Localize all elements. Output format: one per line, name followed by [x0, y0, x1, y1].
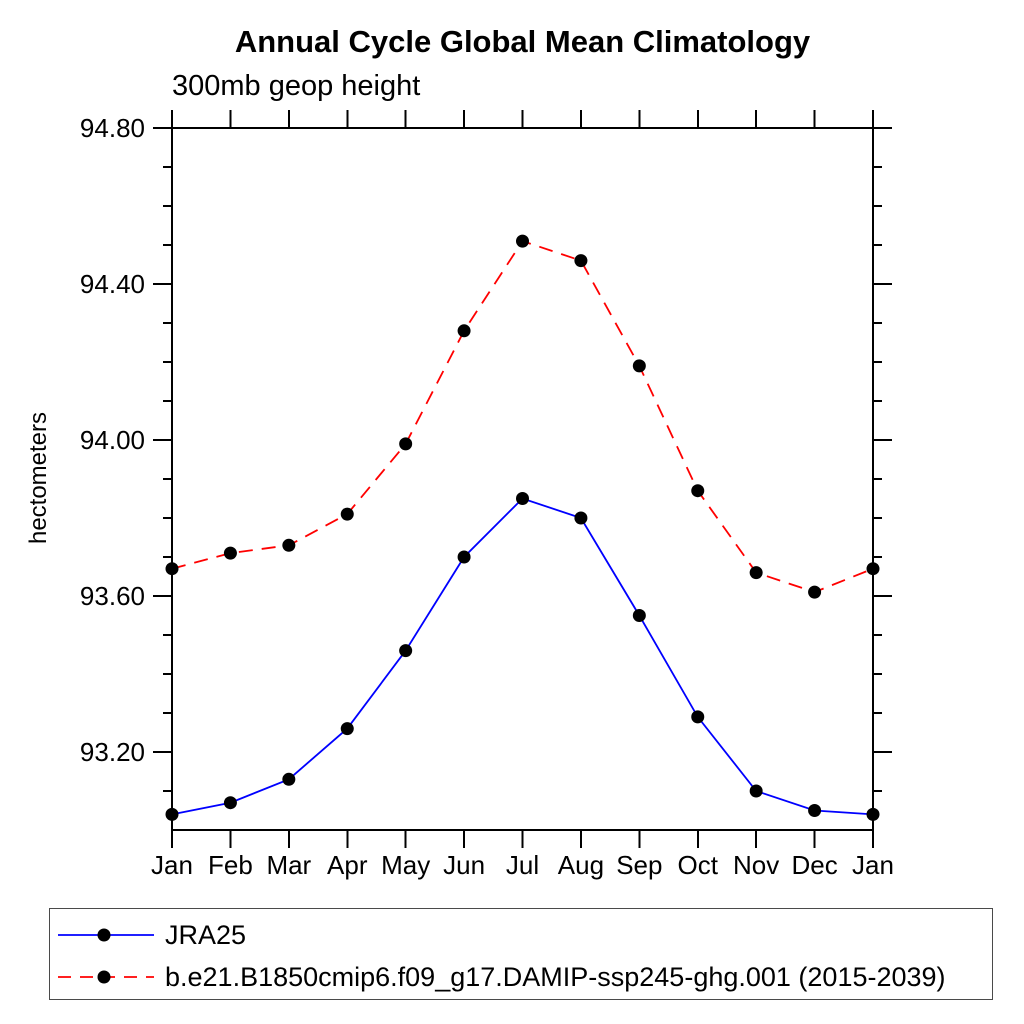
- data-point-model: [457, 324, 471, 338]
- y-tick-label: 93.60: [80, 581, 145, 611]
- data-point-model: [516, 234, 529, 248]
- data-point-model: [223, 546, 237, 560]
- data-point-jra25: [340, 722, 354, 736]
- series-line-model: [171, 240, 874, 594]
- legend-marker-jra25: [97, 928, 111, 942]
- x-tick-label: Jul: [506, 850, 539, 880]
- data-point-jra25: [574, 511, 588, 525]
- y-tick-label: 94.00: [80, 425, 145, 455]
- data-point-jra25: [223, 796, 237, 810]
- x-tick-label: Jun: [443, 850, 485, 880]
- data-point-model: [808, 585, 822, 599]
- data-point-model: [574, 254, 588, 268]
- x-tick-label: May: [381, 850, 430, 880]
- data-point-jra25: [516, 492, 529, 505]
- data-point-model: [866, 562, 880, 576]
- data-point-jra25: [866, 807, 880, 821]
- data-point-model: [399, 437, 413, 451]
- legend-line-sample-jra25: [58, 928, 154, 942]
- x-tick-label: Dec: [791, 850, 837, 880]
- legend-label-model: b.e21.B1850cmip6.f09_g17.DAMIP-ssp245-gh…: [165, 961, 946, 992]
- x-tick-label: Jan: [151, 850, 193, 880]
- data-point-jra25: [749, 784, 763, 798]
- y-tick-label: 94.80: [80, 113, 145, 143]
- data-point-model: [691, 484, 705, 498]
- legend-row-jra25: JRA25: [58, 919, 247, 950]
- x-tick-label: Feb: [208, 850, 253, 880]
- x-tick-label: Nov: [733, 850, 779, 880]
- data-point-model: [282, 538, 296, 552]
- plot-frame: [171, 127, 874, 831]
- chart-subtitle: 300mb geop height: [172, 70, 421, 102]
- data-point-jra25: [808, 804, 822, 817]
- page-title: Annual Cycle Global Mean Climatology: [234, 24, 811, 59]
- data-point-model: [340, 507, 354, 521]
- y-tick-label: 94.40: [80, 269, 145, 299]
- legend-line-sample-model: [58, 970, 154, 984]
- x-tick-label: Oct: [678, 850, 719, 880]
- x-tick-label: Apr: [327, 850, 368, 880]
- data-point-jra25: [457, 550, 471, 564]
- legend-label-jra25: JRA25: [165, 919, 247, 950]
- y-tick-label: 93.20: [80, 737, 145, 767]
- x-tick-label: Aug: [558, 850, 604, 880]
- data-point-model: [749, 566, 763, 580]
- x-tick-label: Sep: [616, 850, 662, 880]
- legend-row-model: b.e21.B1850cmip6.f09_g17.DAMIP-ssp245-gh…: [58, 961, 946, 992]
- x-tick-label: Jan: [852, 850, 894, 880]
- data-point-jra25: [282, 772, 296, 786]
- series-line-jra25: [171, 497, 874, 816]
- data-point-jra25: [165, 807, 179, 821]
- legend-marker-model: [97, 970, 111, 984]
- data-point-jra25: [691, 710, 705, 724]
- x-tick-label: Mar: [266, 850, 311, 880]
- legend-box: JRA25 b.e21.B1850cmip6.f09_g17.DAMIP-ssp…: [49, 908, 993, 1000]
- data-point-jra25: [399, 644, 413, 658]
- data-point-jra25: [632, 609, 646, 622]
- data-point-model: [165, 562, 179, 576]
- data-point-model: [632, 359, 646, 373]
